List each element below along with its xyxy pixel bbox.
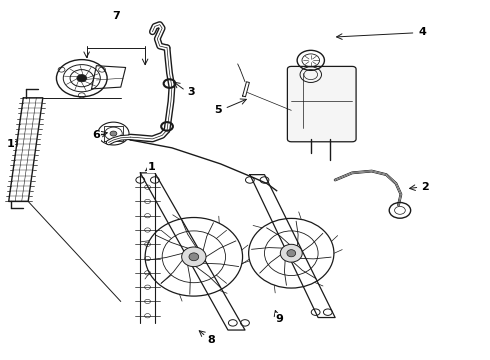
Text: 3: 3 [188,87,195,98]
Text: 8: 8 [207,335,215,345]
FancyBboxPatch shape [288,66,356,142]
Circle shape [110,131,117,136]
Ellipse shape [189,253,199,261]
Ellipse shape [287,249,295,257]
Text: 5: 5 [215,105,222,115]
Text: 7: 7 [112,11,120,21]
Ellipse shape [280,244,302,262]
Text: 6: 6 [93,130,100,140]
Text: 9: 9 [275,314,283,324]
Circle shape [77,75,87,82]
Text: 1: 1 [6,139,14,149]
Ellipse shape [182,247,206,267]
Text: 2: 2 [421,182,429,192]
Text: 4: 4 [419,27,427,37]
Text: 1: 1 [147,162,155,172]
